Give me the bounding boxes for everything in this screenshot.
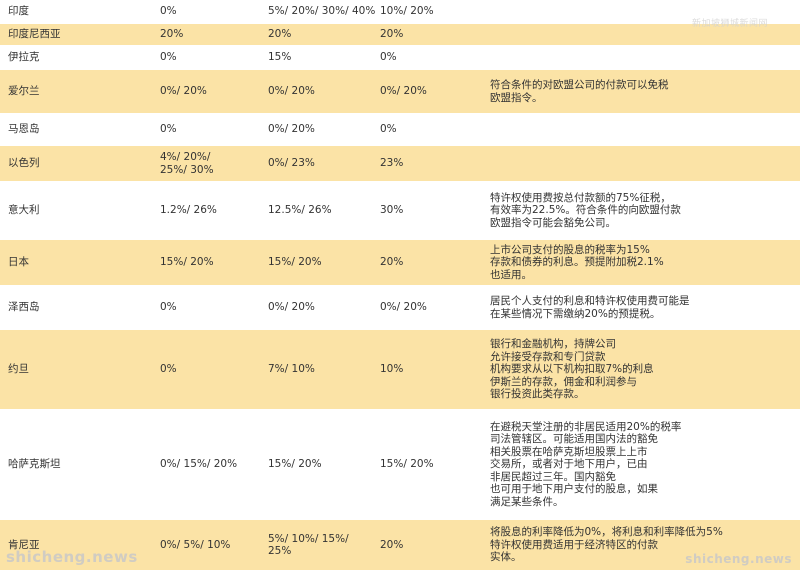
interest-rate-cell: 15%/ 20% (268, 458, 322, 471)
royalty-rate-cell: 0% (380, 123, 397, 136)
table-row: 爱尔兰 0%/ 20% 0%/ 20% 0%/ 20% 符合条件的对欧盟公司的付款可以免… (0, 70, 800, 114)
note-cell: 特许权使用费按总付款额的75%征税， 有效率为22.5%。符合条件的向欧盟付款 … (490, 191, 681, 229)
royalty-rate-cell: 15%/ 20% (380, 458, 434, 471)
watermark-bottom-right: shicheng.news (685, 552, 792, 566)
dividend-rate-cell: 0% (160, 51, 177, 64)
dividend-rate-cell: 0% (160, 363, 177, 376)
note-cell: 符合条件的对欧盟公司的付款可以免税 欧盟指令。 (490, 79, 669, 104)
dividend-rate-cell: 15%/ 20% (160, 256, 214, 269)
royalty-rate-cell: 0%/ 20% (380, 301, 427, 314)
royalty-rate-cell: 20% (380, 256, 404, 269)
royalty-rate-cell: 0% (380, 51, 397, 64)
country-cell: 印度 (8, 5, 29, 18)
watermark-bottom-left: shicheng.news (6, 548, 138, 566)
table-row: 哈萨克斯坦 0%/ 15%/ 20% 15%/ 20% 15%/ 20% 在避税天堂注册… (0, 410, 800, 520)
interest-rate-cell: 12.5%/ 26% (268, 204, 332, 217)
note-cell (490, 46, 796, 69)
country-cell: 泽西岛 (8, 301, 40, 314)
interest-rate-cell: 0%/ 20% (268, 85, 315, 98)
interest-rate-cell: 0%/ 23% (268, 157, 315, 170)
note-cell: 居民个人支付的利息和特许权使用费可能是 在某些情况下需缴纳20%的预提税。 (490, 295, 690, 320)
royalty-rate-cell: 20% (380, 538, 404, 551)
interest-rate-cell: 7%/ 10% (268, 363, 315, 376)
table-row: 肯尼亚 0%/ 5%/ 10% 5%/ 10%/ 15%/ 25% 20% 将股息的利率… (0, 520, 800, 571)
royalty-rate-cell: 30% (380, 204, 404, 217)
royalty-rate-cell: 10% (380, 363, 404, 376)
interest-rate-cell: 0%/ 20% (268, 301, 315, 314)
note-cell: 在避税天堂注册的非居民适用20%的税率 司法管辖区。可能适用国内法的豁免 相关股… (490, 420, 682, 508)
country-cell: 肯尼亚 (8, 538, 40, 551)
interest-rate-cell: 20% (268, 28, 292, 41)
interest-rate-cell: 0%/ 20% (268, 123, 315, 136)
interest-rate-cell: 15% (268, 51, 292, 64)
note-cell (490, 114, 796, 145)
table-row: 印度尼西亚 20% 20% 20% (0, 24, 800, 46)
dividend-rate-cell: 0% (160, 5, 177, 18)
country-cell: 哈萨克斯坦 (8, 458, 61, 471)
table-row: 马恩岛 0% 0%/ 20% 0% (0, 114, 800, 146)
interest-rate-cell: 5%/ 10%/ 15%/ 25% (268, 532, 349, 558)
dividend-rate-cell: 0%/ 15%/ 20% (160, 458, 238, 471)
table-row: 伊拉克 0% 15% 0% (0, 46, 800, 70)
country-cell: 伊拉克 (8, 51, 40, 64)
dividend-rate-cell: 0% (160, 123, 177, 136)
royalty-rate-cell: 0%/ 20% (380, 85, 427, 98)
table-row: 以色列 4%/ 20%/ 25%/ 30% 0%/ 23% 23% (0, 146, 800, 182)
table-row: 约旦 0% 7%/ 10% 10% 银行和金融机构，持牌公司 允许接受存款和专门贷款 机… (0, 330, 800, 410)
dividend-rate-cell: 0% (160, 301, 177, 314)
country-cell: 印度尼西亚 (8, 28, 61, 41)
country-cell: 爱尔兰 (8, 85, 40, 98)
dividend-rate-cell: 0%/ 5%/ 10% (160, 538, 231, 551)
note-cell: 将股息的利率降低为0%，将利息和利率降低为5% 特许权使用费适用于经济特区的付款… (490, 526, 723, 564)
interest-rate-cell: 5%/ 20%/ 30%/ 40% (268, 5, 376, 18)
royalty-rate-cell: 20% (380, 28, 404, 41)
country-cell: 意大利 (8, 204, 40, 217)
dividend-rate-cell: 0%/ 20% (160, 85, 207, 98)
table-row: 日本 15%/ 20% 15%/ 20% 20% 上市公司支付的股息的税率为15% 存款… (0, 240, 800, 286)
dividend-rate-cell: 1.2%/ 26% (160, 204, 217, 217)
table-row: 泽西岛 0% 0%/ 20% 0%/ 20% 居民个人支付的利息和特许权使用费可能是 在… (0, 286, 800, 330)
dividend-rate-cell: 20% (160, 28, 184, 41)
interest-rate-cell: 15%/ 20% (268, 256, 322, 269)
dividend-rate-cell: 4%/ 20%/ 25%/ 30% (160, 151, 214, 176)
royalty-rate-cell: 23% (380, 157, 404, 170)
royalty-rate-cell: 10%/ 20% (380, 5, 434, 18)
country-cell: 马恩岛 (8, 123, 40, 136)
country-cell: 约旦 (8, 363, 29, 376)
table-row: 意大利 1.2%/ 26% 12.5%/ 26% 30% 特许权使用费按总付款额的75%… (0, 182, 800, 240)
note-cell: 银行和金融机构，持牌公司 允许接受存款和专门贷款 机构要求从以下机构扣取7%的利… (490, 338, 654, 401)
watermark-top: 新加坡狮城新闻网 (691, 19, 768, 29)
table-row: 印度 0% 5%/ 20%/ 30%/ 40% 10%/ 20% (0, 0, 800, 24)
note-cell: 上市公司支付的股息的税率为15% 存款和债券的利息。预提附加税2.1% 也适用。 (490, 243, 664, 281)
note-cell (490, 146, 796, 181)
country-cell: 以色列 (8, 157, 40, 170)
country-cell: 日本 (8, 256, 29, 269)
